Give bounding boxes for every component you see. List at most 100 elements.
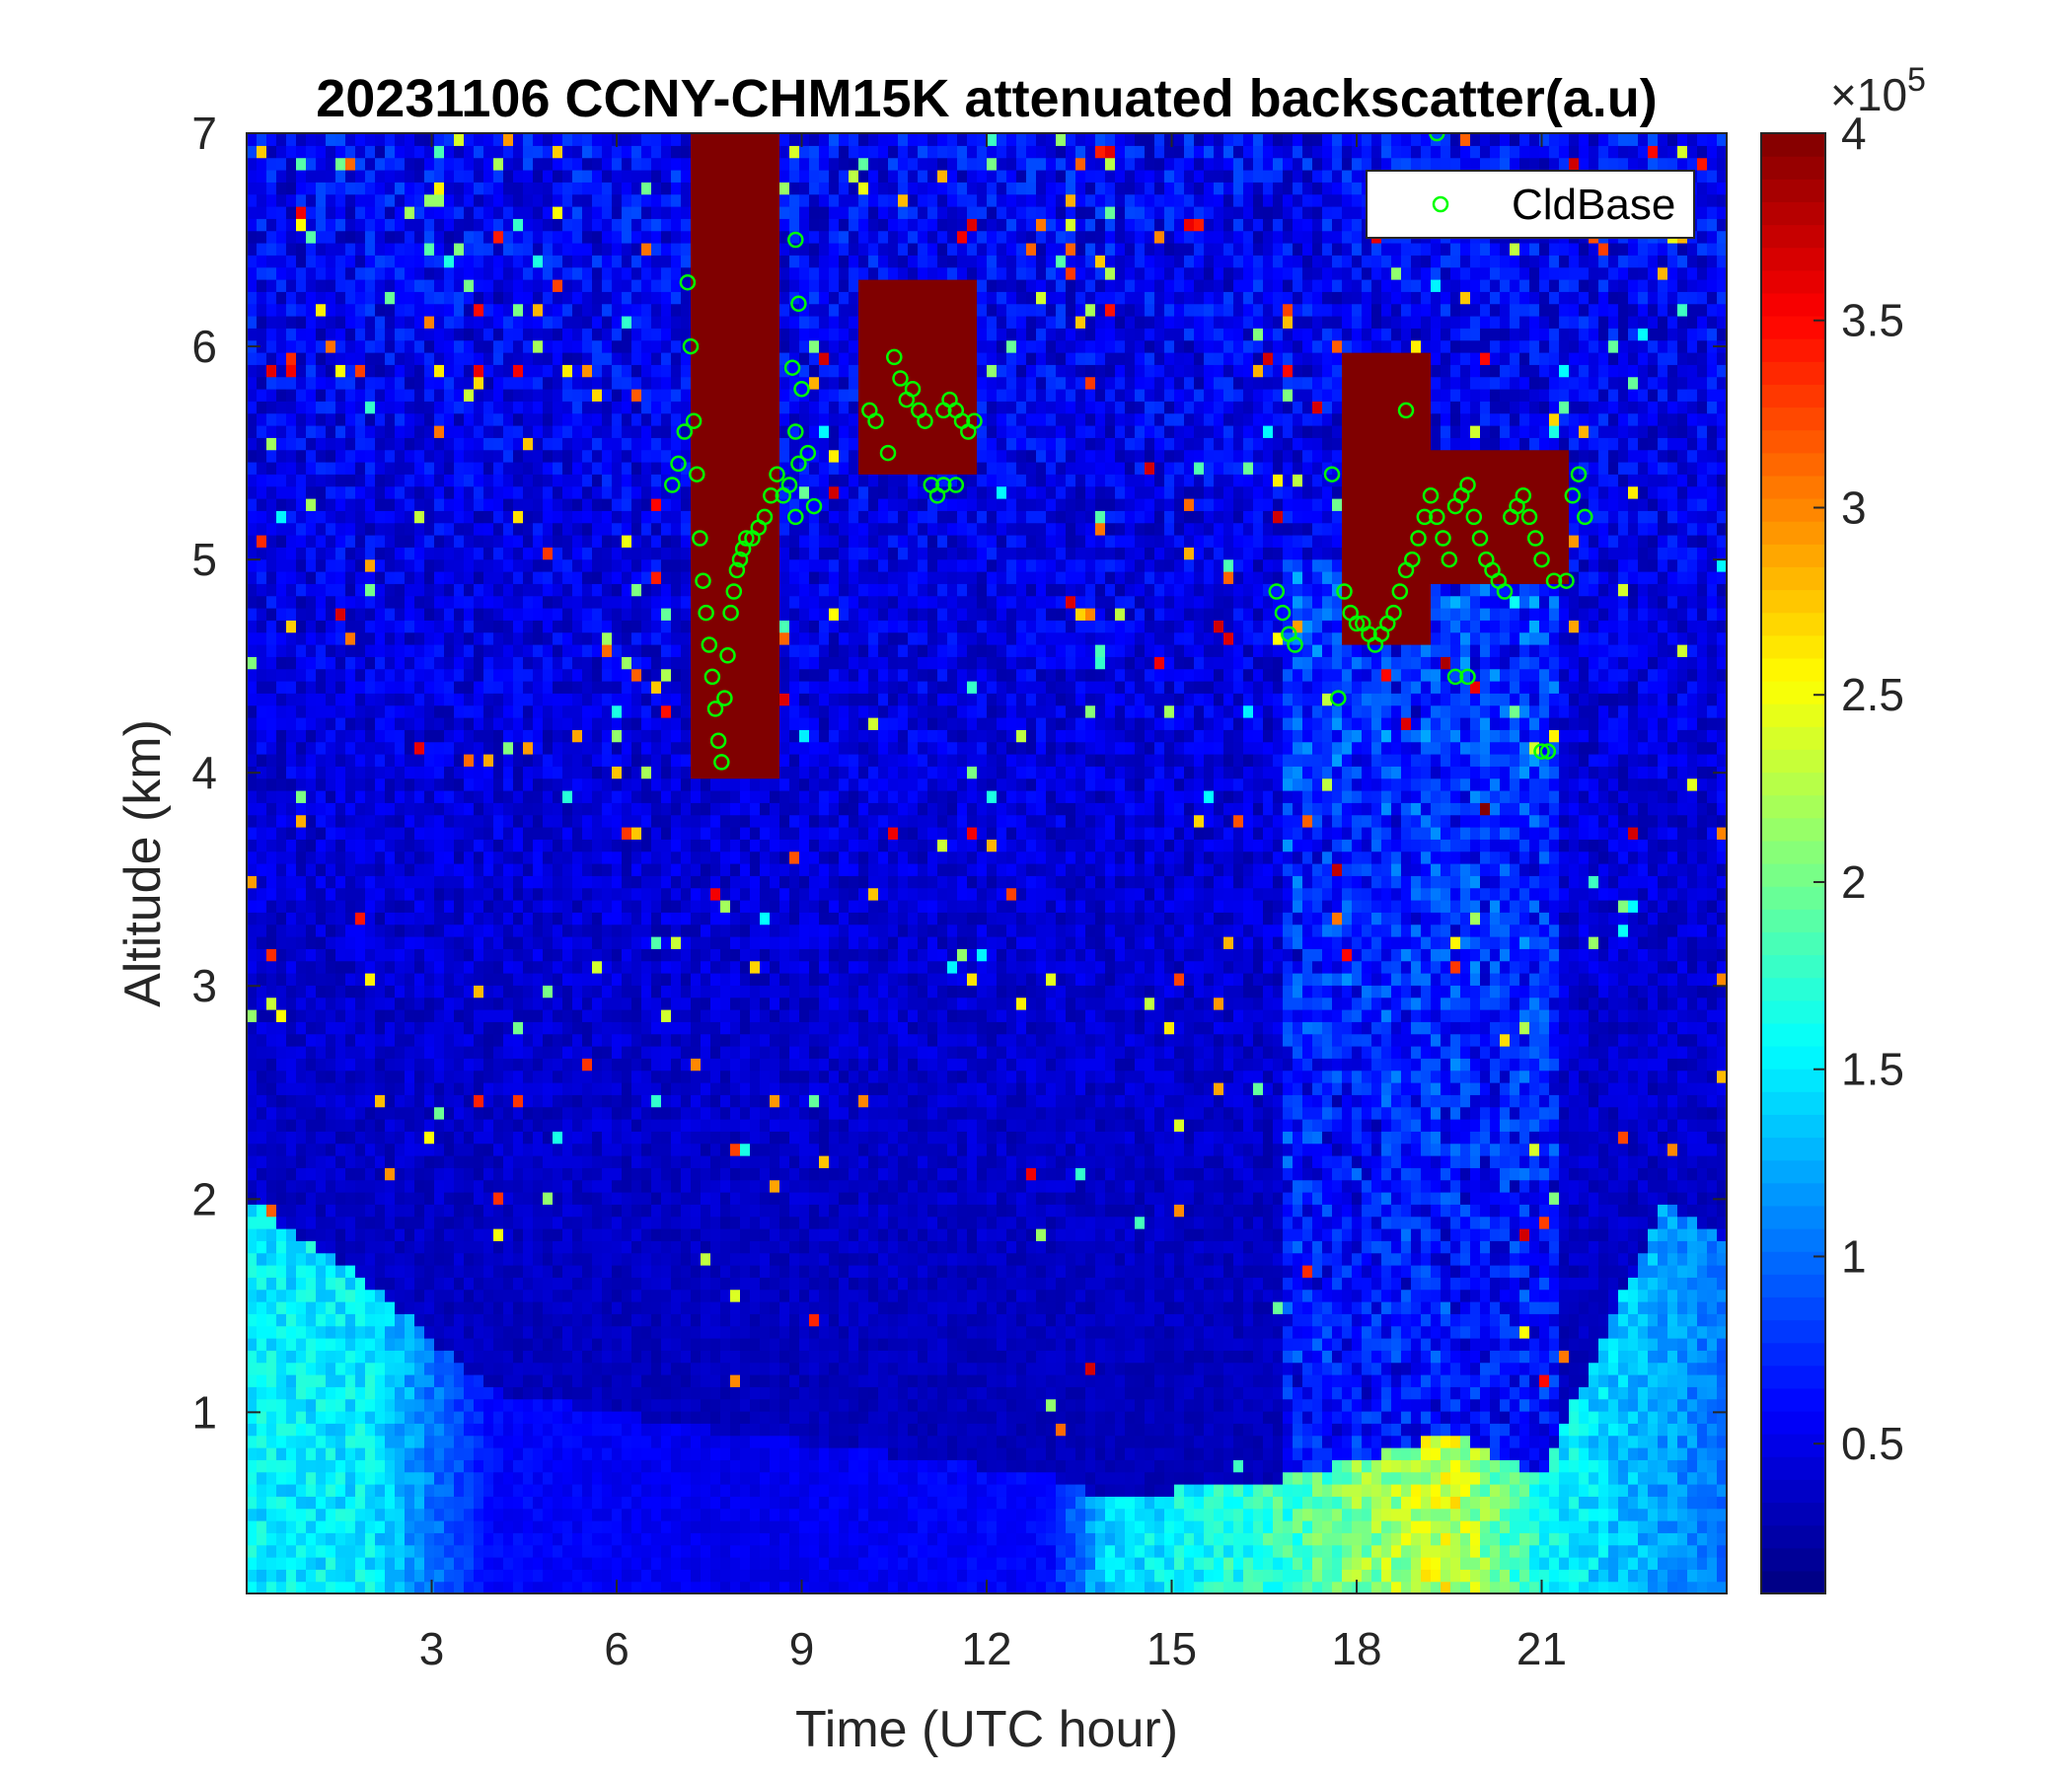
heatmap-cell xyxy=(553,1106,563,1120)
heatmap-cell xyxy=(306,571,317,584)
heatmap-cell xyxy=(375,1265,386,1278)
heatmap-cell xyxy=(414,412,425,426)
heatmap-cell xyxy=(385,754,396,767)
heatmap-cell xyxy=(247,279,258,292)
heatmap-cell xyxy=(543,182,554,195)
heatmap-cell xyxy=(405,777,415,791)
heatmap-cell xyxy=(651,1289,662,1302)
heatmap-cell xyxy=(572,620,583,633)
heatmap-cell xyxy=(247,1155,258,1168)
heatmap-cell xyxy=(424,1325,435,1339)
heatmap-cell xyxy=(355,681,366,694)
heatmap-cell xyxy=(523,620,534,633)
heatmap-cell xyxy=(513,522,524,536)
heatmap-cell xyxy=(375,303,386,317)
heatmap-cell xyxy=(483,766,494,779)
heatmap-cell xyxy=(266,376,277,390)
heatmap-cell xyxy=(434,376,445,390)
heatmap-cell xyxy=(513,960,524,974)
heatmap-cell xyxy=(276,1557,287,1570)
heatmap-cell xyxy=(592,583,603,597)
heatmap-cell xyxy=(424,1508,435,1521)
heatmap-cell xyxy=(276,485,287,499)
heatmap-cell xyxy=(503,644,514,657)
heatmap-cell xyxy=(641,814,652,828)
heatmap-cell xyxy=(612,777,623,791)
heatmap-cell xyxy=(523,303,534,317)
heatmap-cell xyxy=(454,1033,465,1047)
heatmap-cell xyxy=(385,985,396,999)
heatmap-cell xyxy=(553,1362,563,1375)
heatmap-cell xyxy=(266,498,277,511)
heatmap-cell xyxy=(385,839,396,852)
heatmap-cell xyxy=(375,814,386,828)
heatmap-cell xyxy=(464,316,475,329)
heatmap-cell xyxy=(592,389,603,402)
heatmap-cell xyxy=(622,376,632,390)
heatmap-cell xyxy=(523,170,534,183)
heatmap-cell xyxy=(365,157,376,171)
heatmap-cell xyxy=(306,1544,317,1558)
heatmap-cell xyxy=(622,936,632,949)
heatmap-cell xyxy=(523,449,534,463)
heatmap-cell xyxy=(375,425,386,438)
heatmap-cell xyxy=(424,1496,435,1510)
heatmap-cell xyxy=(474,522,484,536)
heatmap-cell xyxy=(257,266,267,280)
heatmap-cell xyxy=(345,620,356,633)
heatmap-cell xyxy=(533,1484,544,1497)
heatmap-cell xyxy=(405,1265,415,1278)
heatmap-cell xyxy=(553,1544,563,1558)
heatmap-cell xyxy=(405,960,415,974)
heatmap-cell xyxy=(483,206,494,219)
heatmap-cell xyxy=(513,1471,524,1485)
heatmap-cell xyxy=(602,960,613,974)
heatmap-cell xyxy=(375,595,386,609)
heatmap-cell xyxy=(345,547,356,560)
heatmap-cell xyxy=(316,1058,327,1072)
heatmap-cell xyxy=(631,985,642,999)
heatmap-cell xyxy=(335,1350,346,1364)
heatmap-cell xyxy=(622,1398,632,1412)
heatmap-cell xyxy=(286,170,297,183)
heatmap-cell xyxy=(592,875,603,889)
heatmap-cell xyxy=(533,1192,544,1205)
heatmap-cell xyxy=(602,681,613,694)
heatmap-cell xyxy=(286,1508,297,1521)
heatmap-cell xyxy=(572,1374,583,1387)
heatmap-cell xyxy=(582,1167,593,1181)
heatmap-cell xyxy=(592,644,603,657)
heatmap-cell xyxy=(405,193,415,207)
heatmap-cell xyxy=(296,1459,307,1473)
heatmap-cell xyxy=(276,1131,287,1145)
heatmap-cell xyxy=(405,1058,415,1072)
heatmap-cell xyxy=(464,510,475,524)
heatmap-cell xyxy=(572,279,583,292)
heatmap-cell xyxy=(454,485,465,499)
heatmap-cell xyxy=(316,1252,327,1266)
heatmap-cell xyxy=(513,462,524,475)
heatmap-cell xyxy=(276,936,287,949)
heatmap-cell xyxy=(434,729,445,743)
heatmap-cell xyxy=(454,522,465,536)
heatmap-cell xyxy=(553,997,563,1010)
heatmap-cell xyxy=(434,790,445,803)
heatmap-cell xyxy=(464,389,475,402)
heatmap-cell xyxy=(562,802,573,816)
heatmap-cell xyxy=(503,1094,514,1108)
heatmap-cell xyxy=(592,510,603,524)
heatmap-cell xyxy=(464,339,475,353)
heatmap-cell xyxy=(444,133,455,146)
heatmap-cell xyxy=(296,133,307,146)
heatmap-cell xyxy=(335,1240,346,1254)
heatmap-cell xyxy=(464,1216,475,1229)
heatmap-cell xyxy=(266,193,277,207)
heatmap-cell xyxy=(434,827,445,840)
heatmap-cell xyxy=(395,1252,406,1266)
heatmap-cell xyxy=(622,535,632,548)
heatmap-cell xyxy=(562,668,573,682)
heatmap-cell xyxy=(464,1277,475,1291)
heatmap-cell xyxy=(326,668,336,682)
heatmap-cell xyxy=(464,741,475,755)
heatmap-cell xyxy=(444,1143,455,1156)
